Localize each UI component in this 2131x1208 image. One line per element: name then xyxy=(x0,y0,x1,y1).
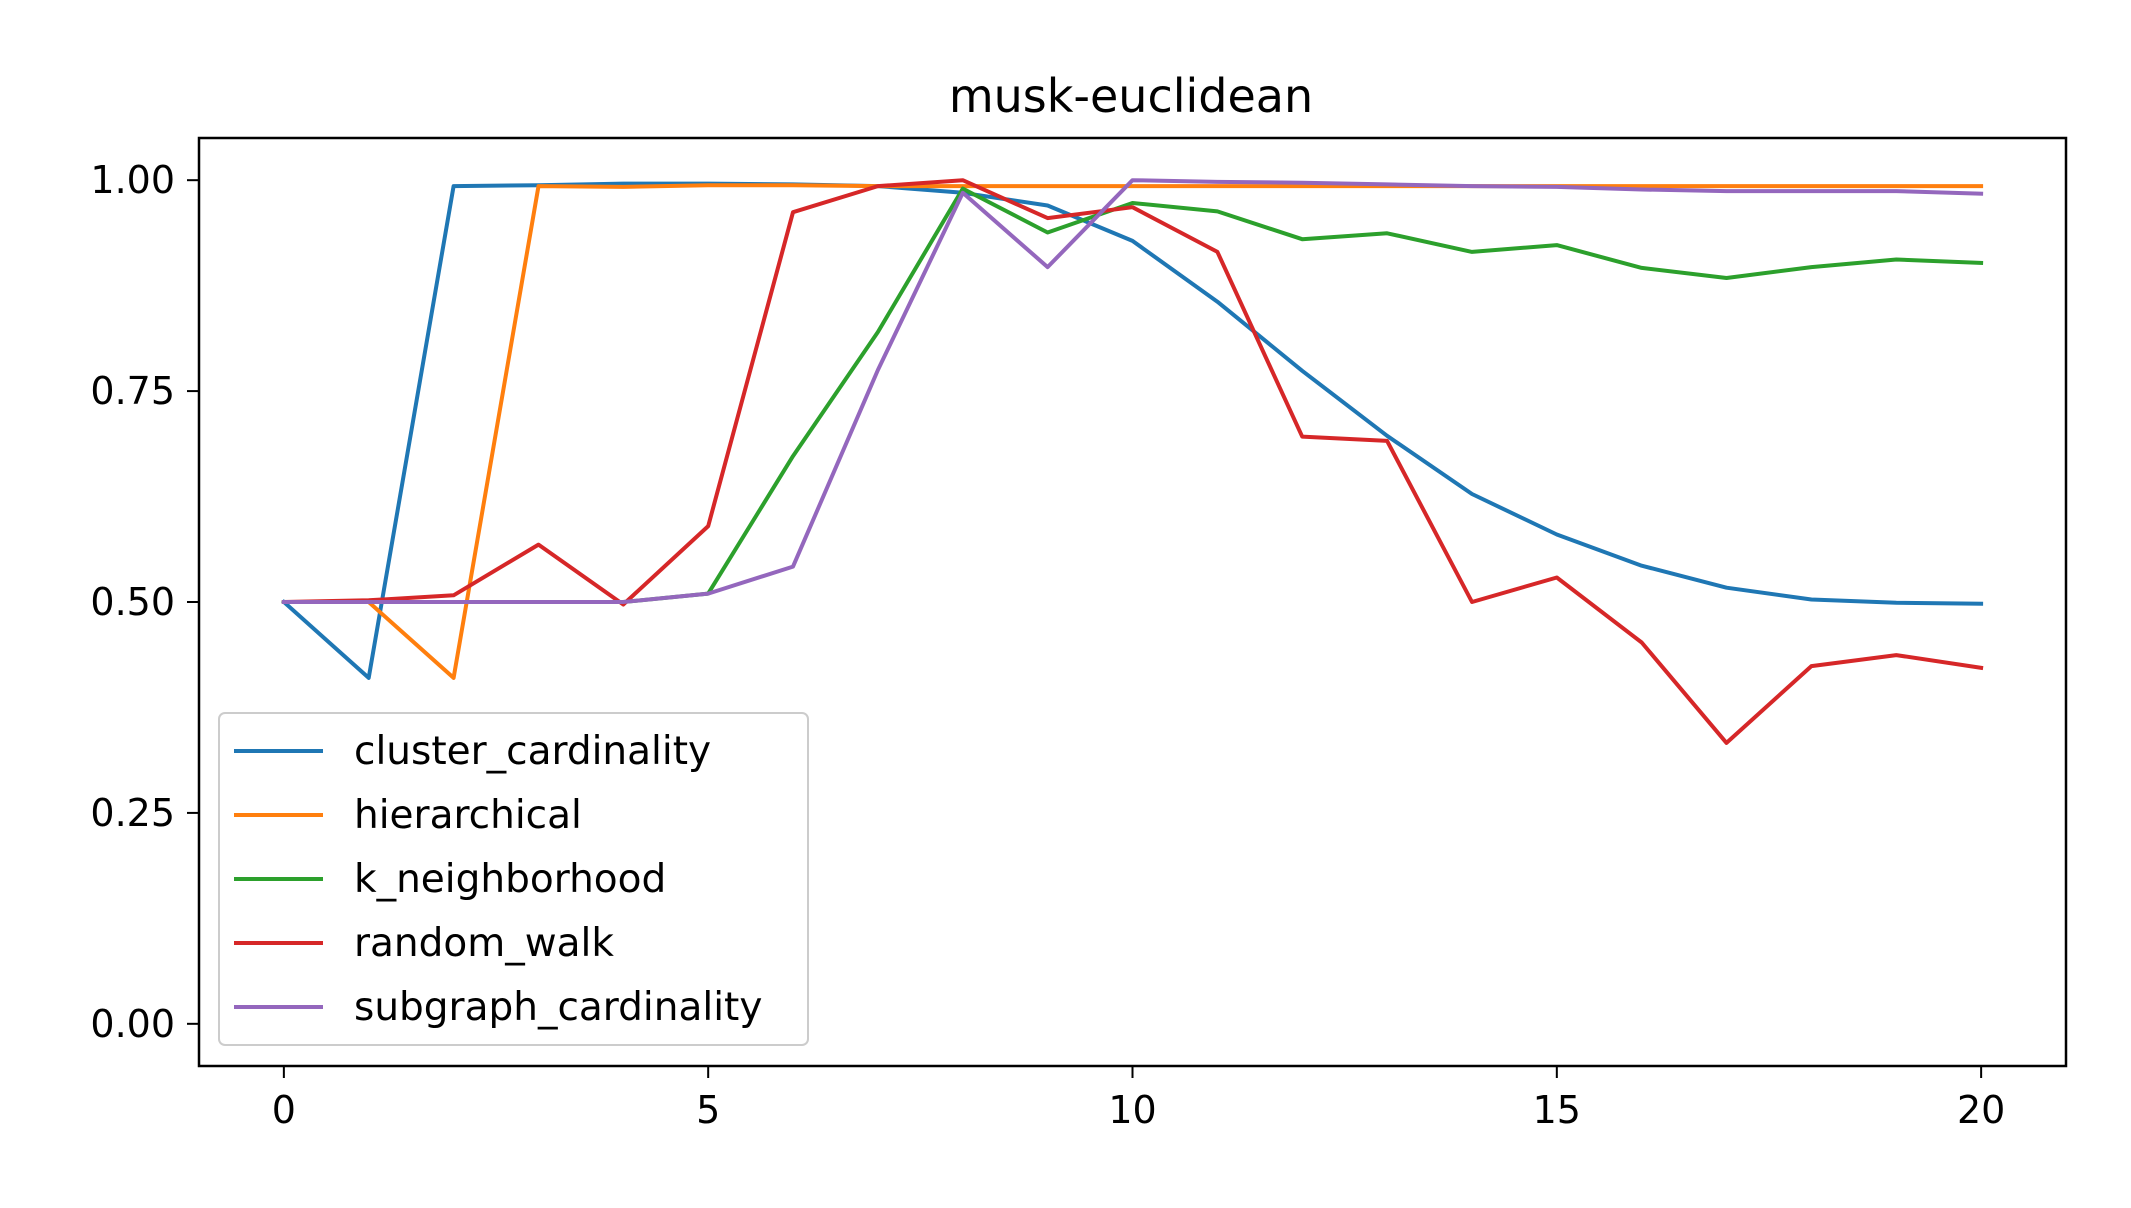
y-axis: 0.00 0.25 0.50 0.75 1.00 xyxy=(90,158,199,1046)
legend: cluster_cardinality hierarchical k_neighbo… xyxy=(218,712,809,1046)
series-line-hierarchical xyxy=(281,183,1984,680)
legend-label: hierarchical xyxy=(354,793,582,838)
x-axis: 0 5 10 15 20 xyxy=(272,1066,2005,1132)
y-tick-label: 1.00 xyxy=(90,158,175,202)
series-line-subgraph-cardinality xyxy=(281,178,1984,604)
legend-box xyxy=(218,712,809,1046)
x-tick-label: 15 xyxy=(1533,1088,1581,1132)
plot-frame xyxy=(197,136,2068,1068)
x-tick-label: 5 xyxy=(696,1088,720,1132)
x-tick-label: 0 xyxy=(272,1088,296,1132)
legend-label: subgraph_cardinality xyxy=(354,985,762,1030)
y-tick-label: 0.50 xyxy=(90,580,175,624)
x-tick-label: 20 xyxy=(1957,1088,2005,1132)
y-tick-label: 0.00 xyxy=(90,1002,175,1046)
chart-title: musk-euclidean xyxy=(949,69,1313,123)
series-line-random-walk xyxy=(281,178,1984,745)
y-tick-label: 0.75 xyxy=(90,369,175,413)
legend-label: random_walk xyxy=(354,921,614,966)
legend-label: k_neighborhood xyxy=(354,857,666,902)
y-tick-label: 0.25 xyxy=(90,791,175,835)
legend-label: cluster_cardinality xyxy=(354,729,711,774)
x-tick-label: 10 xyxy=(1108,1088,1156,1132)
series-lines xyxy=(197,136,2068,1068)
